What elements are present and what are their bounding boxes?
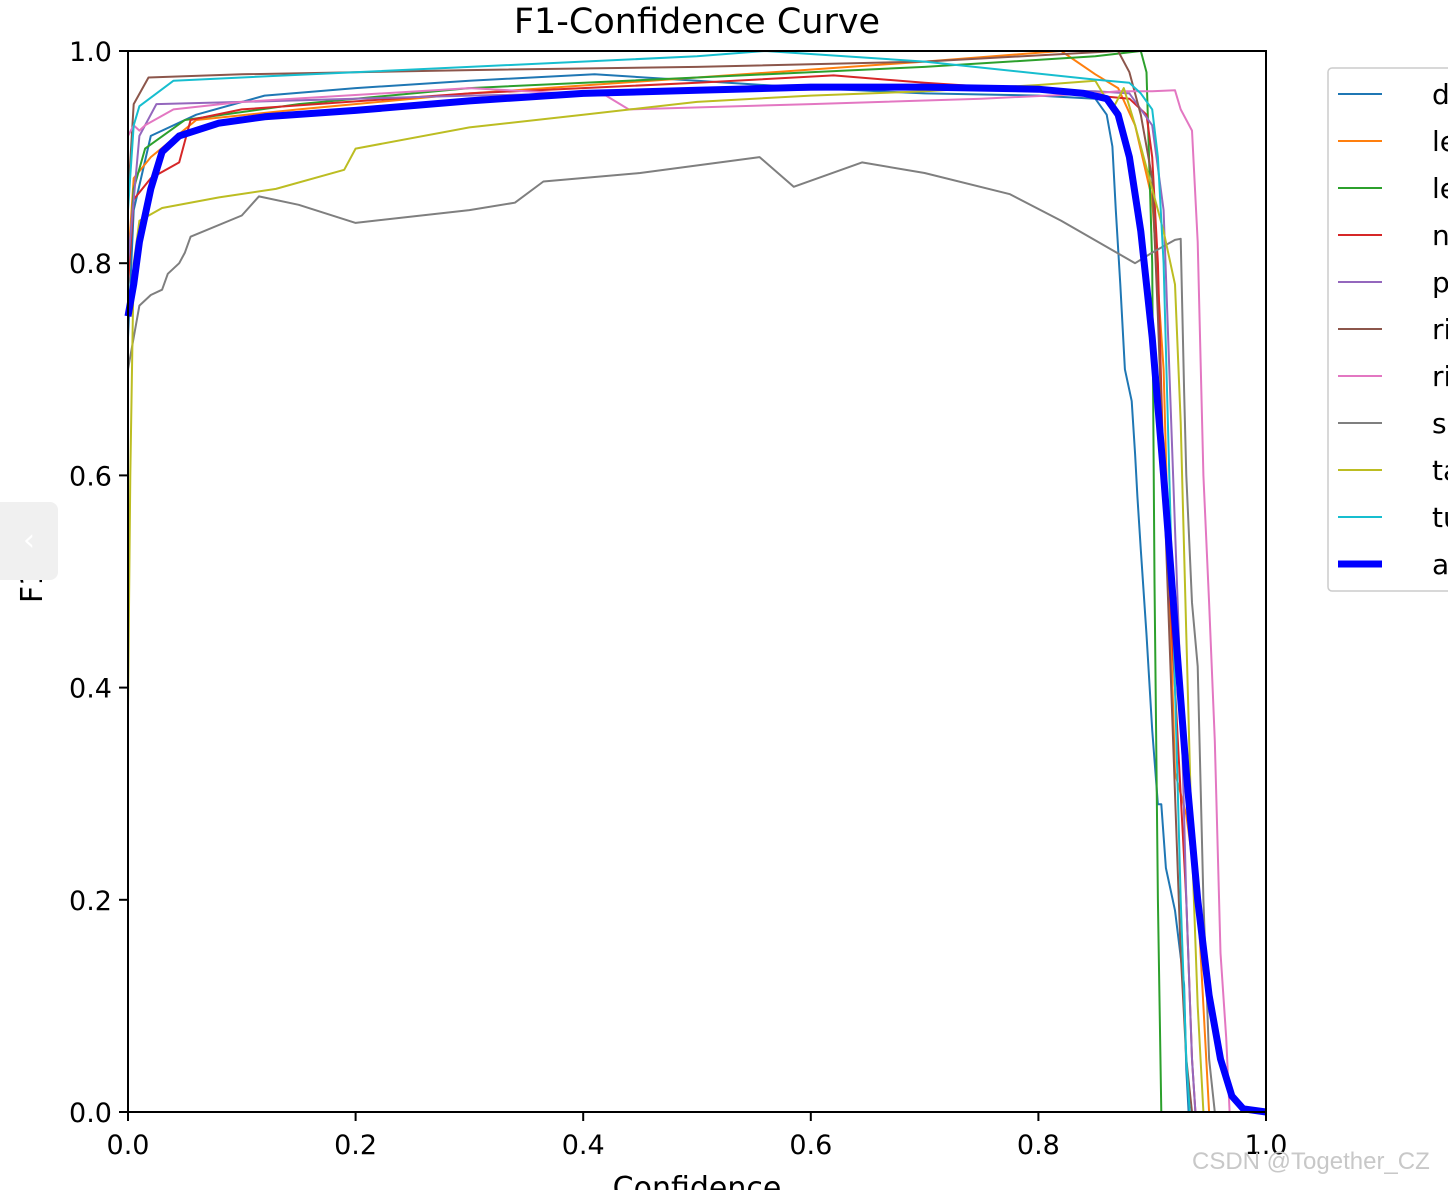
- x-tick-label: 0.4: [562, 1130, 605, 1161]
- legend-label-5: ri: [1432, 313, 1448, 346]
- series-line-4: [127, 87, 1197, 1113]
- series-line-7: [127, 156, 1216, 1113]
- legend-label-0: d: [1432, 78, 1448, 111]
- series-line-0: [127, 73, 1190, 1113]
- watermark: CSDN @Together_CZ: [1192, 1148, 1430, 1175]
- y-tick-label: 0.4: [69, 674, 112, 705]
- series-line-9: [127, 50, 1191, 1113]
- plot-frame: [127, 50, 1267, 1113]
- series-line-10: [124, 83, 1267, 1116]
- plot-lines: [124, 50, 1267, 1116]
- legend-label-7: s: [1432, 407, 1447, 440]
- series-line-8: [127, 79, 1205, 1113]
- x-tick-label: 0.6: [789, 1130, 832, 1161]
- legend-label-8: ta: [1432, 454, 1448, 487]
- y-tick-label: 0.0: [69, 1098, 112, 1129]
- series-line-2: [127, 50, 1163, 1113]
- y-tick-label: 0.2: [69, 886, 112, 917]
- x-tick-label: 0.0: [107, 1130, 150, 1161]
- chart-title: F1-Confidence Curve: [514, 2, 880, 42]
- x-tick-label: 1.0: [1245, 1130, 1288, 1161]
- series-line-3: [127, 74, 1197, 1113]
- series-line-6: [127, 87, 1231, 1113]
- legend-label-2: le: [1432, 172, 1448, 205]
- legend: d le le np ri ri s ta tu a: [1327, 67, 1448, 592]
- series-line-5: [127, 50, 1193, 1113]
- y-tick-label: 0.8: [69, 249, 112, 280]
- y-tick-label: 1.0: [69, 37, 112, 68]
- chevron-left-icon: ‹: [23, 523, 35, 558]
- legend-label-10: a: [1432, 548, 1448, 581]
- legend-frame: [1327, 67, 1448, 592]
- legend-label-6: ri: [1432, 360, 1448, 393]
- y-axis-ticks: 0.0 0.2 0.4 0.6 0.8 1.0: [69, 37, 128, 1129]
- series-line-1: [127, 50, 1211, 1113]
- legend-label-3: n: [1432, 219, 1448, 252]
- legend-label-9: tu: [1432, 501, 1448, 534]
- x-tick-label: 0.8: [1017, 1130, 1060, 1161]
- x-tick-label: 0.2: [334, 1130, 377, 1161]
- x-axis-ticks: 0.0 0.2 0.4 0.6 0.8 1.0: [107, 1112, 1288, 1161]
- x-axis-label: Confidence: [613, 1171, 782, 1190]
- y-tick-label: 0.6: [69, 461, 112, 492]
- legend-label-1: le: [1432, 125, 1448, 158]
- legend-label-4: p: [1432, 266, 1448, 299]
- previous-button[interactable]: ‹: [0, 502, 58, 580]
